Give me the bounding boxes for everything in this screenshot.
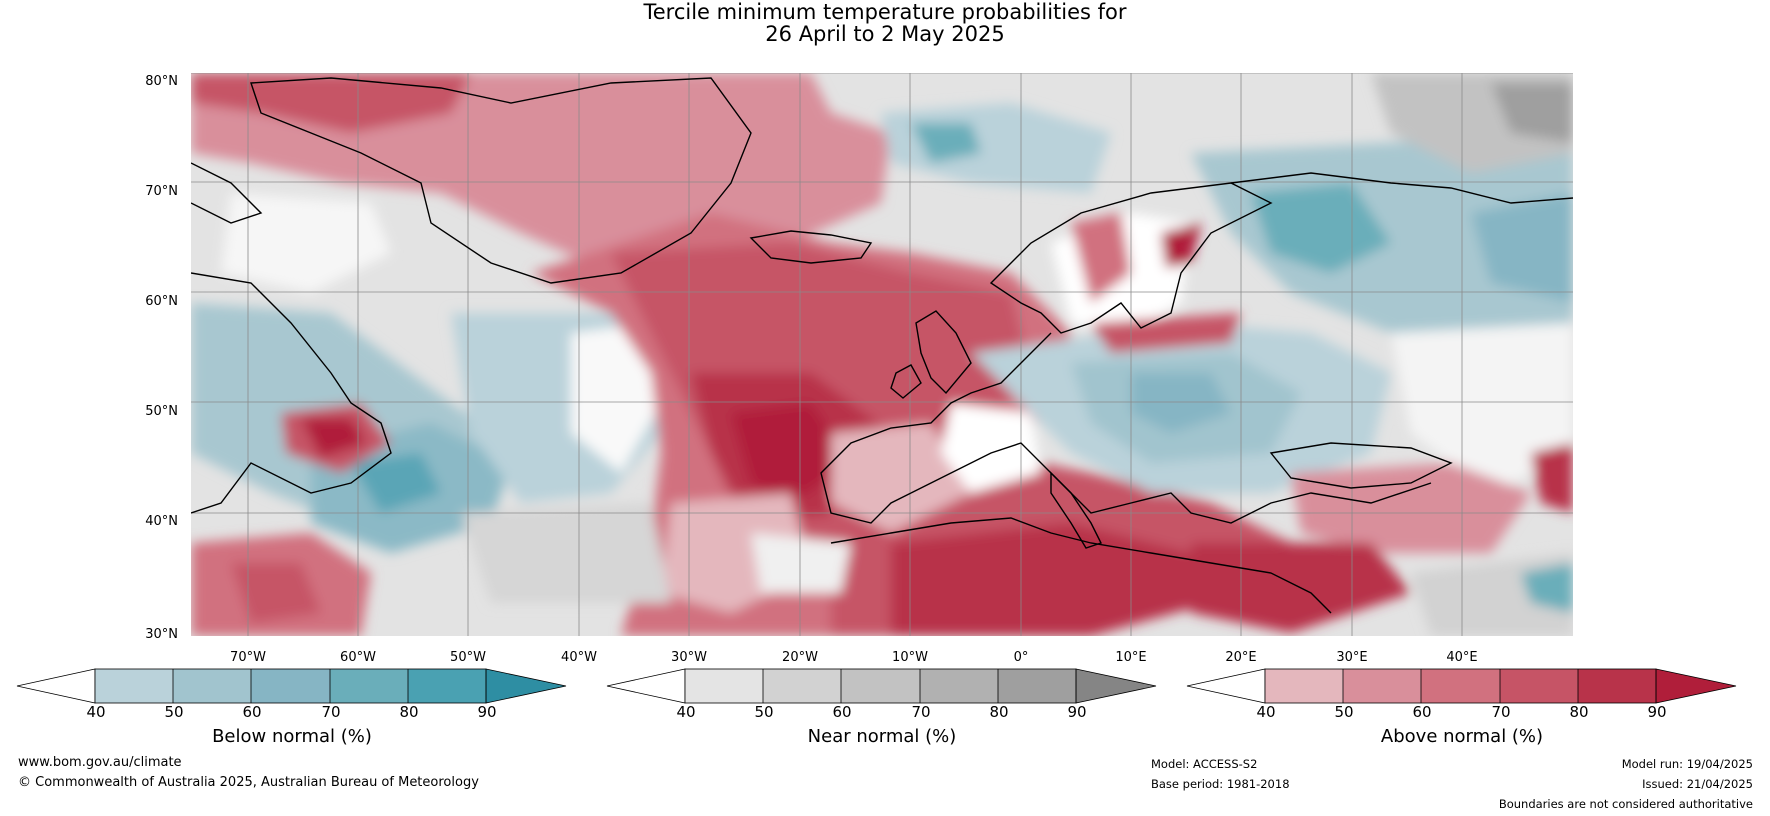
colorbar-below-title: Below normal (%) bbox=[212, 726, 372, 747]
colorbar-above-extend-left bbox=[1186, 668, 1266, 704]
colorbar-above-tick-60: 60 bbox=[1412, 703, 1432, 721]
colorbar-near-extend-left bbox=[606, 668, 686, 704]
colorbar-near-bin-1 bbox=[685, 669, 763, 703]
colorbar-below-bin-1 bbox=[95, 669, 173, 703]
colorbar-near-tick-40: 40 bbox=[676, 703, 696, 721]
colorbar-below-tick-50: 50 bbox=[164, 703, 184, 721]
colorbar-near-tick-70: 70 bbox=[911, 703, 931, 721]
lon-label-40w: 40°W bbox=[561, 650, 597, 665]
colorbar-above-tick-90: 90 bbox=[1647, 703, 1667, 721]
lon-label-50w: 50°W bbox=[450, 650, 486, 665]
colorbar-near-tick-90: 90 bbox=[1067, 703, 1087, 721]
colorbar-below-extend-right bbox=[485, 668, 567, 704]
colorbar-near-tick-60: 60 bbox=[832, 703, 852, 721]
colorbar-below-tick-70: 70 bbox=[321, 703, 341, 721]
colorbar-below-bin-4 bbox=[330, 669, 408, 703]
lat-label-40n: 40°N bbox=[145, 514, 178, 529]
colorbar-near-bin-3 bbox=[841, 669, 920, 703]
lon-label-20e: 20°E bbox=[1225, 650, 1257, 665]
lat-label-70n: 70°N bbox=[145, 184, 178, 199]
footer-disclaimer: Boundaries are not considered authoritat… bbox=[1498, 797, 1753, 811]
colorbar-above-bin-1 bbox=[1265, 669, 1343, 703]
lon-label-20w: 20°W bbox=[782, 650, 818, 665]
colorbar-below-tick-40: 40 bbox=[86, 703, 106, 721]
coastlines bbox=[191, 77, 1573, 614]
colorbar-near-tick-80: 80 bbox=[989, 703, 1009, 721]
colorbar-above-title: Above normal (%) bbox=[1380, 726, 1544, 747]
colorbar-near-extend-right bbox=[1075, 668, 1157, 704]
footer-url: www.bom.gov.au/climate bbox=[18, 755, 182, 770]
footer-model-run: Model run: 19/04/2025 bbox=[1621, 757, 1753, 771]
colorbar-above-bin-4 bbox=[1500, 669, 1578, 703]
map-title-line-1: Tercile minimum temperature probabilitie… bbox=[643, 0, 1127, 24]
graticule bbox=[191, 73, 1573, 636]
colorbar-above-bin-5 bbox=[1578, 669, 1656, 703]
colorbar-above-extend-right bbox=[1655, 668, 1737, 704]
lon-label-0: 0° bbox=[1013, 650, 1029, 665]
colorbar-above-tick-80: 80 bbox=[1569, 703, 1589, 721]
map-title-line-2: 26 April to 2 May 2025 bbox=[765, 22, 1005, 46]
colorbar-near-tick-50: 50 bbox=[754, 703, 774, 721]
colorbar-above-bin-3 bbox=[1421, 669, 1500, 703]
colorbar-below bbox=[16, 668, 567, 704]
lat-label-50n: 50°N bbox=[145, 404, 178, 419]
colorbar-above-tick-50: 50 bbox=[1334, 703, 1354, 721]
lon-label-10e: 10°E bbox=[1115, 650, 1147, 665]
lon-label-10w: 10°W bbox=[892, 650, 928, 665]
colorbar-near bbox=[606, 668, 1157, 704]
lon-label-60w: 60°W bbox=[340, 650, 376, 665]
probability-map bbox=[191, 73, 1573, 636]
colorbar-below-extend-left bbox=[16, 668, 96, 704]
lat-label-30n: 30°N bbox=[145, 627, 178, 642]
colorbar-below-bin-3 bbox=[251, 669, 330, 703]
footer-model: Model: ACCESS-S2 bbox=[1151, 757, 1258, 771]
map-canvas bbox=[191, 73, 1573, 636]
lat-label-60n: 60°N bbox=[145, 294, 178, 309]
footer-issued: Issued: 21/04/2025 bbox=[1642, 777, 1753, 791]
colorbar-below-bin-2 bbox=[173, 669, 251, 703]
lat-label-80n: 80°N bbox=[145, 74, 178, 89]
footer-base-period: Base period: 1981-2018 bbox=[1151, 777, 1290, 791]
colorbar-near-bin-5 bbox=[998, 669, 1076, 703]
colorbar-below-bin-5 bbox=[408, 669, 486, 703]
colorbar-above-bin-2 bbox=[1343, 669, 1421, 703]
colorbar-near-bin-2 bbox=[763, 669, 841, 703]
colorbar-above bbox=[1186, 668, 1737, 704]
lon-label-30e: 30°E bbox=[1336, 650, 1368, 665]
footer-copyright: © Commonwealth of Australia 2025, Austra… bbox=[18, 775, 479, 790]
colorbar-near-bin-4 bbox=[920, 669, 998, 703]
lon-label-40e: 40°E bbox=[1446, 650, 1478, 665]
colorbar-near-title: Near normal (%) bbox=[807, 726, 957, 747]
lon-label-30w: 30°W bbox=[671, 650, 707, 665]
colorbar-below-tick-90: 90 bbox=[477, 703, 497, 721]
lon-label-70w: 70°W bbox=[230, 650, 266, 665]
colorbar-above-tick-40: 40 bbox=[1256, 703, 1276, 721]
colorbar-below-tick-60: 60 bbox=[242, 703, 262, 721]
colorbar-above-tick-70: 70 bbox=[1491, 703, 1511, 721]
colorbar-below-tick-80: 80 bbox=[399, 703, 419, 721]
